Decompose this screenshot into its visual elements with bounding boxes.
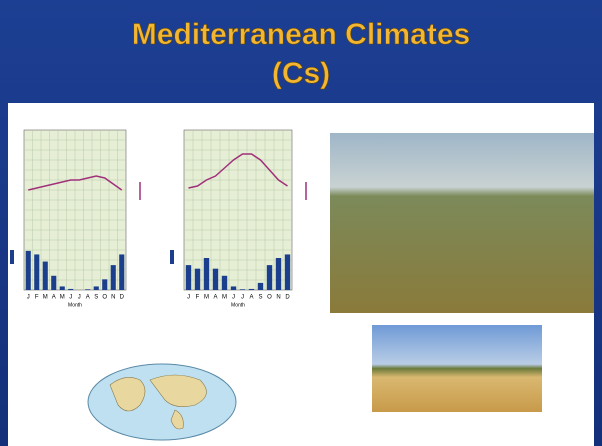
x-axis-label: Month <box>231 302 245 308</box>
month-label: D <box>120 295 125 301</box>
precip-bar <box>43 262 48 290</box>
month-label: A <box>52 295 56 301</box>
month-label: J <box>69 295 72 301</box>
month-label: D <box>285 295 290 301</box>
precip-bar <box>240 289 245 290</box>
precip-bar <box>186 265 191 290</box>
month-label: F <box>35 295 39 301</box>
precip-bar <box>204 258 209 290</box>
precip-bar <box>68 289 73 290</box>
slide-canvas: Mediterranean Climates (Cs) JFMAMJJASOND… <box>0 0 602 446</box>
x-axis-label: Month <box>68 302 82 308</box>
month-label: A <box>86 295 90 301</box>
precip-bar <box>102 279 107 290</box>
precip-bar <box>51 276 56 290</box>
month-label: M <box>222 295 227 301</box>
month-label: O <box>102 295 107 301</box>
month-label: A <box>249 295 253 301</box>
photo-oak-savanna <box>372 325 542 412</box>
precip-bar <box>249 289 254 290</box>
precip-bar <box>26 251 31 290</box>
precip-bar <box>85 289 90 290</box>
legend-swatch <box>170 250 174 264</box>
precip-bar <box>258 283 263 290</box>
month-label: J <box>187 295 190 301</box>
month-label: J <box>241 295 244 301</box>
legend-swatch <box>10 250 14 264</box>
precip-bar <box>34 254 39 290</box>
precip-bar <box>94 286 99 290</box>
precip-bar <box>231 286 236 290</box>
precip-bar <box>119 254 124 290</box>
precip-bar <box>195 269 200 290</box>
month-label: J <box>78 295 81 301</box>
month-label: J <box>232 295 235 301</box>
slide-title: (Cs) <box>272 57 330 90</box>
precip-bar <box>60 286 65 290</box>
precip-bar <box>276 258 281 290</box>
slide: Mediterranean Climates (Cs) JFMAMJJASOND… <box>0 0 602 446</box>
photo-hillside <box>330 133 594 313</box>
month-label: O <box>267 295 272 301</box>
month-label: M <box>43 295 48 301</box>
month-label: S <box>94 295 98 301</box>
month-label: S <box>258 295 262 301</box>
world-map <box>88 364 236 440</box>
precip-bar <box>285 254 290 290</box>
month-label: M <box>60 295 65 301</box>
precip-bar <box>213 269 218 290</box>
month-label: A <box>213 295 217 301</box>
month-label: J <box>27 295 30 301</box>
month-label: M <box>204 295 209 301</box>
slide-title: Mediterranean Climates <box>132 18 470 51</box>
month-label: N <box>111 295 115 301</box>
month-label: F <box>196 295 200 301</box>
month-label: N <box>276 295 280 301</box>
precip-bar <box>267 265 272 290</box>
precip-bar <box>111 265 116 290</box>
precip-bar <box>222 276 227 290</box>
